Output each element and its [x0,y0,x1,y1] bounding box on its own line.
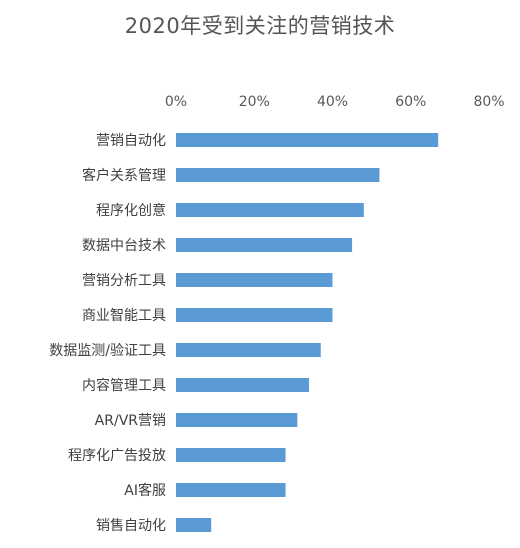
x-tick-label: 0% [165,94,187,110]
x-tick-label: 40% [317,94,348,110]
bar [176,273,333,287]
category-label: 内容管理工具 [82,377,166,394]
bar [176,168,380,182]
bar [176,238,353,252]
bar [176,413,298,427]
category-label: 程序化广告投放 [68,448,166,464]
category-label: 数据中台技术 [82,238,166,254]
bar [176,378,310,392]
category-label: 销售自动化 [96,518,166,534]
category-label: AR/VR营销 [95,413,166,429]
category-label: 商业智能工具 [82,308,166,324]
category-label: AI客服 [124,482,166,499]
bar [176,308,333,322]
category-label: 数据监测/验证工具 [49,343,166,359]
x-tick-label: 80% [473,94,504,110]
bar [176,518,212,532]
x-tick-label: 60% [395,94,426,110]
category-label: 程序化创意 [96,202,166,219]
chart-title: 2020年受到关注的营销技术 [124,14,396,38]
bar [176,448,286,462]
category-label: 营销自动化 [96,133,166,149]
bar [176,203,364,217]
bar [176,133,439,147]
x-tick-label: 20% [239,94,270,110]
bar [176,343,321,357]
bar [176,483,286,497]
category-label: 客户关系管理 [82,167,166,184]
category-label: 营销分析工具 [82,273,166,289]
